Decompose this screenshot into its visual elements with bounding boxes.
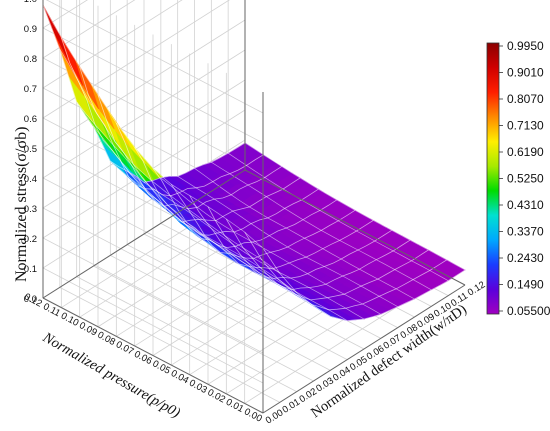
x-tick-label: 0.12 xyxy=(466,279,488,298)
z-tick-label: 0.8 xyxy=(24,54,37,65)
surface-mesh-line xyxy=(110,160,331,317)
surface-mesh-line xyxy=(42,4,264,249)
y-tick-label: 0.06 xyxy=(132,349,153,367)
surface-mesh-line xyxy=(228,152,449,282)
colorbar-gradient xyxy=(486,42,500,315)
y-tick-label: 0.10 xyxy=(59,310,80,328)
z-tick-label: 1.0 xyxy=(24,0,37,5)
surface-mesh-line xyxy=(160,177,381,315)
colorbar: 0.9950 0.9010 0.8070 0.7130 0.6190 0.5250 0.43… xyxy=(486,39,550,318)
colorbar-tick-label: 0.05500 xyxy=(507,304,550,318)
axis-edge xyxy=(262,284,466,414)
colorbar-tick-label: 0.9950 xyxy=(507,39,544,53)
colorbar-tick-label: 0.8070 xyxy=(507,92,544,106)
surface-mesh-line xyxy=(59,48,281,274)
z-tick-label: 0.9 xyxy=(24,24,37,35)
surface-mesh-line xyxy=(76,101,297,293)
z-tick-label: 0.4 xyxy=(24,174,37,185)
chart-surface xyxy=(42,4,466,322)
z-tick-label: 0.0 xyxy=(24,294,37,305)
y-tick-label: 0.01 xyxy=(224,397,245,415)
wall-gridline xyxy=(45,0,264,114)
colorbar-tick-label: 0.6190 xyxy=(507,145,544,159)
x-axis-label: Normalized defect width(w/πD) xyxy=(308,301,470,421)
chart-axes-frame xyxy=(42,0,466,414)
axis-edge xyxy=(244,169,466,286)
colorbar-tick-label: 0.4310 xyxy=(507,198,544,212)
surface-mesh-line xyxy=(244,142,466,271)
y-tick-label: 0.09 xyxy=(77,320,98,338)
surface-mesh-line xyxy=(211,161,432,291)
z-tick-label: 0.6 xyxy=(24,114,37,125)
y-tick-label: 0.11 xyxy=(41,301,62,319)
axis-edge xyxy=(42,169,246,299)
z-axis-label: Normalized stress(σ/σb) xyxy=(13,127,30,282)
z-tick-label: 0.2 xyxy=(24,234,37,245)
z-tick-label: 0.1 xyxy=(24,264,37,275)
colorbar-tick-label: 0.9010 xyxy=(507,66,544,80)
y-tick-label: 0.00 xyxy=(242,406,263,424)
surface-mesh-line xyxy=(194,168,415,300)
axis-edge xyxy=(42,297,264,414)
y-tick-label: 0.05 xyxy=(151,358,172,376)
colorbar-tick-label: 0.5250 xyxy=(507,172,544,186)
colorbar-tick-label: 0.3370 xyxy=(507,225,544,239)
z-tick-label: 0.5 xyxy=(24,144,37,155)
y-tick-label: 0.08 xyxy=(96,330,117,348)
y-tick-label: 0.12 xyxy=(22,291,43,309)
colorbar-tick-label: 0.2430 xyxy=(507,251,544,265)
z-tick-label: 0.7 xyxy=(24,84,37,95)
colorbar-tick-label: 0.7130 xyxy=(507,119,544,133)
surface-mesh-line xyxy=(93,126,314,307)
y-tick-label: 0.02 xyxy=(206,387,227,405)
y-tick-label: 0.04 xyxy=(169,368,190,386)
surface-mesh-line xyxy=(126,170,348,322)
surface-mesh-line xyxy=(143,182,365,320)
y-tick-label: 0.03 xyxy=(187,378,208,396)
z-tick-label: 0.3 xyxy=(24,204,37,215)
surface-mesh-line xyxy=(177,176,398,308)
y-tick-label: 0.07 xyxy=(114,339,135,357)
colorbar-tick-label: 0.1490 xyxy=(507,278,544,292)
